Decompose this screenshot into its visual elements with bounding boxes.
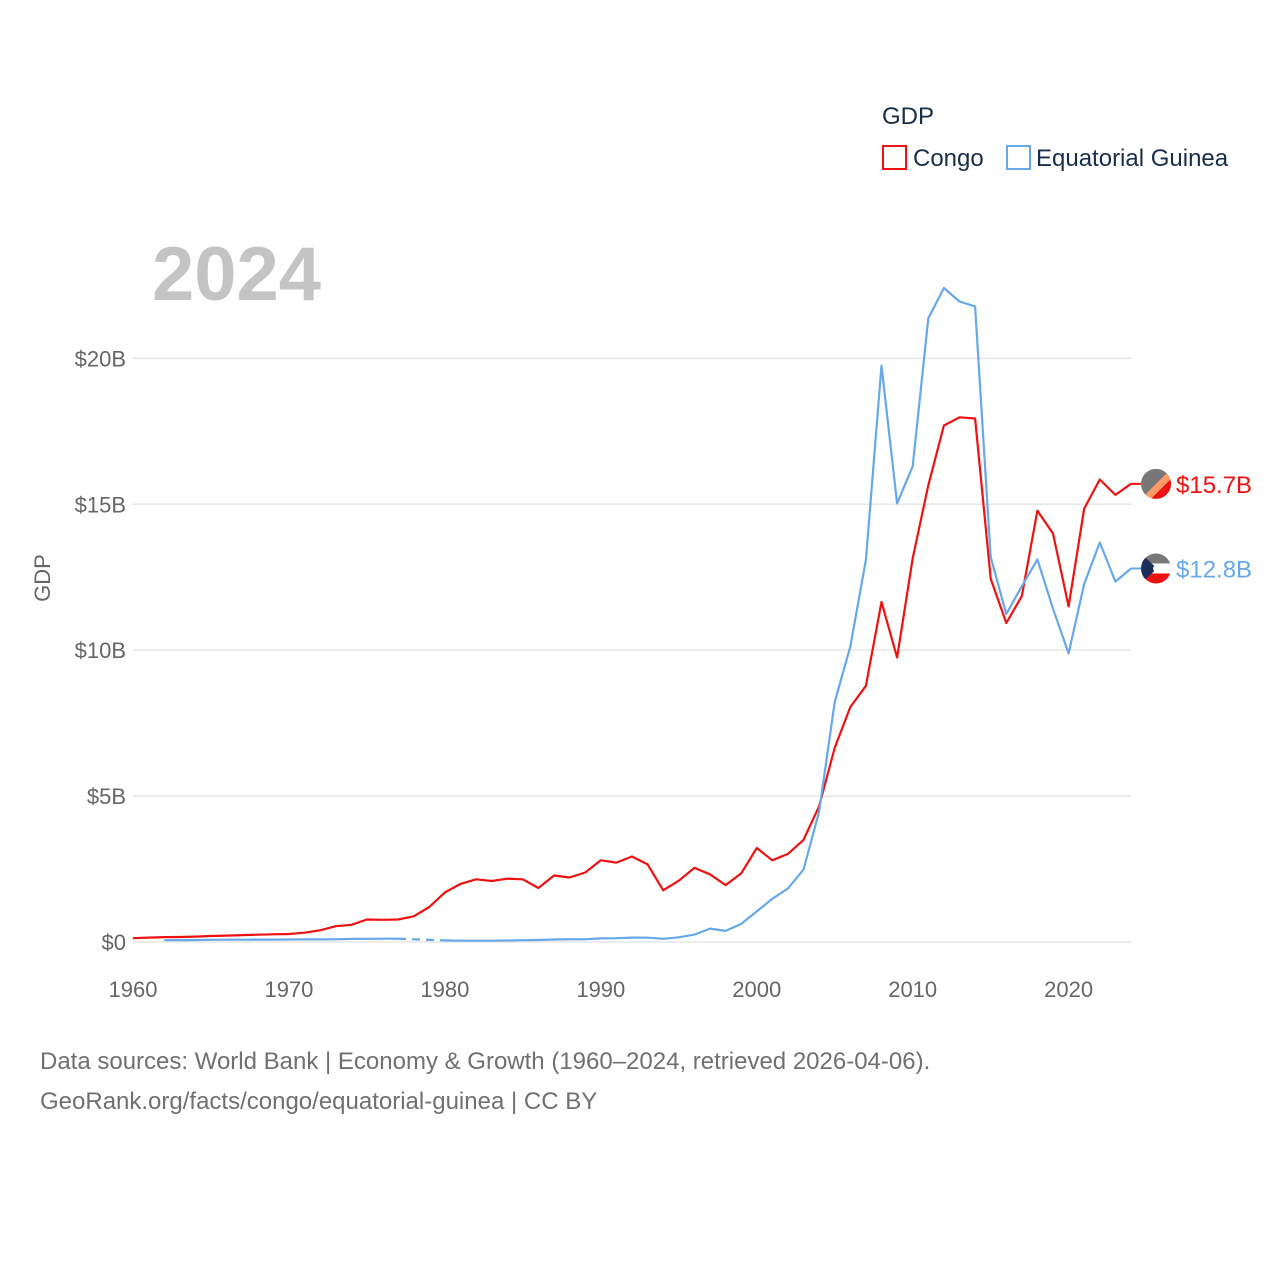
flag-marker-equatorial-guinea [1141, 553, 1171, 584]
x-tick-label: 1980 [420, 977, 469, 1002]
x-tick-label: 2010 [888, 977, 937, 1002]
y-tick-label: $5B [87, 784, 126, 809]
x-tick-label: 1960 [109, 977, 158, 1002]
y-tick-label: $10B [75, 638, 126, 663]
y-tick-label: $15B [75, 492, 126, 517]
legend-swatch-equatorial-guinea [1006, 145, 1031, 170]
end-label-congo: $15.7B [1176, 472, 1252, 499]
series-lines [132, 286, 1132, 942]
flag-marker-congo [1141, 468, 1171, 499]
end-labels: $15.7B $12.8B [1131, 468, 1252, 584]
legend-label-equatorial-guinea: Equatorial Guinea [1036, 145, 1229, 172]
series-gap-dashed [398, 937, 445, 942]
x-axis-ticks: 1960 1970 1980 1990 2000 2010 2020 [109, 977, 1094, 1002]
end-label-equatorial-guinea: $12.8B [1176, 556, 1252, 583]
legend[interactable]: GDP Congo Equatorial Guinea [882, 103, 1229, 172]
y-axis-ticks: $0 $5B $10B $15B $20B [75, 346, 126, 955]
source-line-1: Data sources: World Bank | Economy & Gro… [40, 1048, 931, 1075]
series-line-congo [132, 416, 1132, 940]
legend-label-congo: Congo [913, 145, 984, 172]
x-tick-label: 2020 [1044, 977, 1093, 1002]
source-caption: Data sources: World Bank | Economy & Gro… [40, 1042, 1240, 1122]
legend-swatch-congo [882, 145, 907, 170]
y-axis-label: GDP [30, 554, 55, 602]
legend-title: GDP [882, 103, 934, 130]
series-line-equatorial-guinea [444, 286, 1132, 942]
series-line-equatorial-guinea [164, 937, 399, 942]
source-link-line[interactable]: GeoRank.org/facts/congo/equatorial-guine… [40, 1088, 598, 1115]
x-tick-label: 1990 [576, 977, 625, 1002]
x-tick-label: 2000 [732, 977, 781, 1002]
current-year-label: 2024 [152, 232, 321, 317]
y-tick-label: $20B [75, 346, 126, 371]
y-tick-label: $0 [102, 930, 126, 955]
legend-item-equatorial-guinea[interactable]: Equatorial Guinea [1006, 145, 1229, 172]
x-tick-label: 1970 [264, 977, 313, 1002]
legend-item-congo[interactable]: Congo [882, 145, 984, 172]
gridlines [133, 357, 1131, 943]
